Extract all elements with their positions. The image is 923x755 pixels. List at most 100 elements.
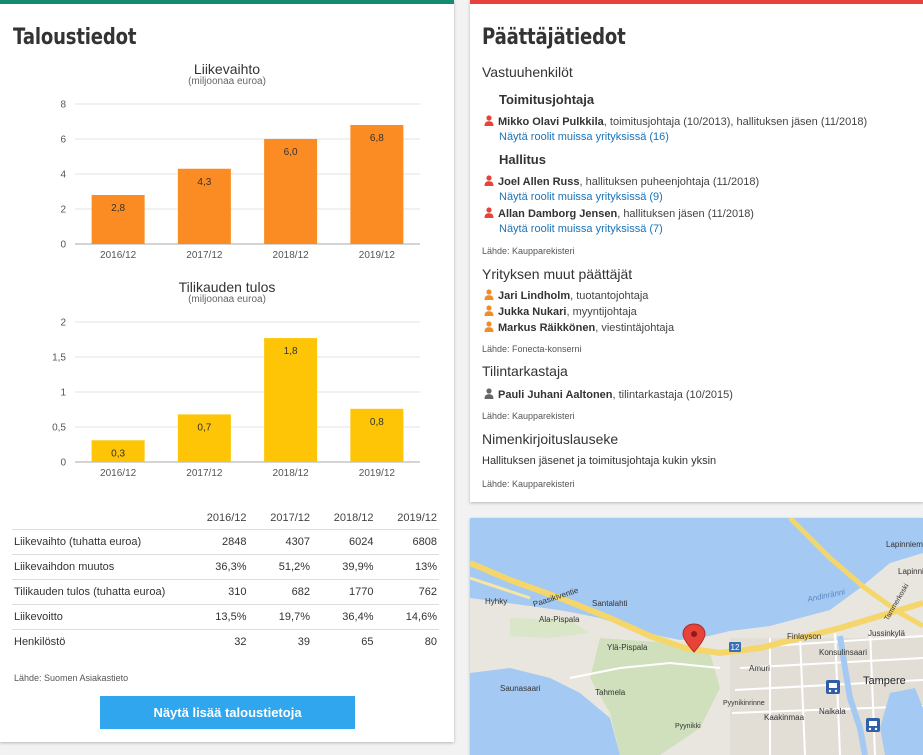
bus-icon[interactable] [826, 680, 840, 694]
table-cell: 13% [375, 553, 439, 579]
x-tick-label: 2018/12 [273, 250, 310, 261]
bar-value-label: 0,7 [197, 422, 211, 433]
table-cell: 65 [312, 628, 376, 654]
decision-makers-card: Päättäjätiedot Vastuuhenkilöt Toimitusjo… [470, 0, 923, 502]
table-cell: 36,3% [185, 553, 249, 579]
show-roles-link[interactable]: Näytä roolit muissa yrityksissä (9) [499, 191, 663, 203]
finance-source: Lähde: Suomen Asiakastieto [14, 673, 129, 683]
year-header: 2016/12 [206, 511, 247, 524]
park-area [510, 618, 590, 638]
y-tick-label: 2 [60, 318, 66, 329]
river [837, 635, 868, 755]
bar-value-label: 0,8 [370, 417, 384, 428]
bar [350, 408, 404, 462]
bus-icon[interactable] [866, 718, 880, 732]
table-cell: 32 [185, 628, 249, 654]
bar [264, 338, 318, 462]
table-cell: 80 [375, 628, 439, 654]
finance-card: Taloustiedot Liikevaihto (miljoonaa euro… [0, 0, 454, 742]
person-other: Markus Räikkönen, viestintäjohtaja [484, 321, 674, 335]
bar [177, 414, 231, 462]
board-heading: Hallitus [499, 152, 546, 167]
y-tick-label: 0 [60, 240, 66, 251]
person-name[interactable]: Allan Damborg Jensen [498, 208, 618, 220]
table-cell: 682 [248, 578, 312, 604]
year-header: 2017/12 [270, 511, 310, 524]
responsible-source: Lähde: Kaupparekisteri [482, 246, 575, 256]
table-cell: 19,7% [248, 603, 312, 629]
person-role: , hallituksen jäsen (11/2018) [617, 208, 754, 220]
table-cell: 1770 [312, 578, 376, 604]
person-other: Jari Lindholm, tuotantojohtaja [484, 289, 648, 303]
ceo-heading: Toimitusjohtaja [499, 92, 595, 107]
person-role: , hallituksen puheenjohtaja (11/2018) [579, 176, 760, 188]
y-tick-label: 0,5 [52, 423, 66, 434]
table-cell: 6024 [312, 528, 376, 554]
bar [350, 125, 404, 244]
bar-value-label: 0,3 [111, 448, 125, 459]
person-name: Markus Räikkönen [498, 322, 596, 334]
profit-chart-title: Tilikauden tulos [178, 279, 276, 295]
lake-water [880, 688, 923, 755]
y-tick-label: 4 [60, 170, 66, 181]
table-cell: 39,9% [312, 553, 376, 579]
highway-road [470, 560, 923, 657]
person-auditor: Pauli Juhani Aaltonen, tilintarkastaja (… [484, 388, 733, 402]
map-label: Pyynikki [675, 723, 701, 730]
person-role: , myyntijohtaja [566, 306, 637, 318]
table-cell: 762 [375, 578, 439, 604]
table-cell: 39 [248, 628, 312, 654]
map-label: Ala-Pispala [539, 615, 580, 624]
map-pin-icon[interactable] [682, 623, 706, 653]
map-label: Jussinkylä [868, 629, 905, 638]
y-tick-label: 2 [60, 205, 66, 216]
y-tick-label: 0 [60, 458, 66, 469]
person-role: , tilintarkastaja (10/2015) [612, 389, 733, 401]
x-tick-label: 2017/12 [186, 250, 223, 261]
map-label: Tahmela [595, 688, 626, 697]
person-icon [484, 115, 494, 129]
signature-rule-heading: Nimenkirjoituslauseke [482, 431, 619, 447]
map-label: Saunasaari [500, 684, 541, 693]
person-icon [484, 207, 494, 221]
person-name[interactable]: Joel Allen Russ [498, 176, 580, 188]
person-role: , viestintäjohtaja [595, 322, 675, 334]
responsible-persons-heading: Vastuuhenkilöt [482, 64, 573, 80]
person-name[interactable]: Pauli Juhani Aaltonen [498, 389, 613, 401]
revenue-chart-title: Liikevaihto [193, 61, 261, 77]
bar-value-label: 6,0 [284, 147, 298, 158]
show-roles-link[interactable]: Näytä roolit muissa yrityksissä (16) [499, 131, 669, 143]
location-map[interactable]: 12 Paasikiventie Hyhky Santalahti Ala-Pi… [470, 518, 923, 755]
bar-value-label: 2,8 [111, 203, 125, 214]
table-row: Liikevaihdon muutos 36,3% 51,2% 39,9% 13… [12, 553, 439, 579]
x-tick-label: 2019/12 [359, 468, 396, 479]
map-label: Ylä-Pispala [607, 643, 648, 652]
map-label: Pyynikinrinne [723, 700, 765, 707]
x-tick-label: 2016/12 [100, 250, 137, 261]
highway-road [788, 518, 923, 629]
person-name[interactable]: Mikko Olavi Pulkkila [498, 116, 604, 128]
row-label: Liikevaihdon muutos [12, 553, 185, 579]
person-other: Jukka Nukari, myyntijohtaja [484, 305, 637, 319]
x-tick-label: 2016/12 [100, 468, 137, 479]
row-label: Liikevoitto [12, 603, 185, 629]
finance-table-header: 2016/12 2017/12 2018/12 2019/12 [12, 507, 439, 529]
bar-value-label: 1,8 [284, 346, 298, 357]
table-cell: 51,2% [248, 553, 312, 579]
bar-value-label: 4,3 [197, 177, 211, 188]
show-more-finance-button[interactable]: Näytä lisää taloustietoja [100, 696, 355, 729]
row-label: Liikevaihto (tuhatta euroa) [12, 528, 185, 554]
table-cell: 310 [185, 578, 249, 604]
map-label: Lapinniemi [886, 540, 923, 549]
others-source: Lähde: Fonecta-konserni [482, 344, 582, 354]
map-label: Nalkala [819, 707, 846, 716]
row-label: Tilikauden tulos (tuhatta euroa) [12, 578, 185, 604]
bar [264, 139, 318, 244]
map-label: Finlayson [787, 632, 821, 641]
show-roles-link[interactable]: Näytä roolit muissa yrityksissä (7) [499, 223, 663, 235]
map-canvas[interactable]: 12 Paasikiventie Hyhky Santalahti Ala-Pi… [470, 518, 923, 755]
finance-title: Taloustiedot [13, 25, 137, 50]
auditor-heading: Tilintarkastaja [482, 363, 568, 379]
map-label: Hyhky [485, 597, 507, 606]
auditor-source: Lähde: Kaupparekisteri [482, 411, 575, 421]
